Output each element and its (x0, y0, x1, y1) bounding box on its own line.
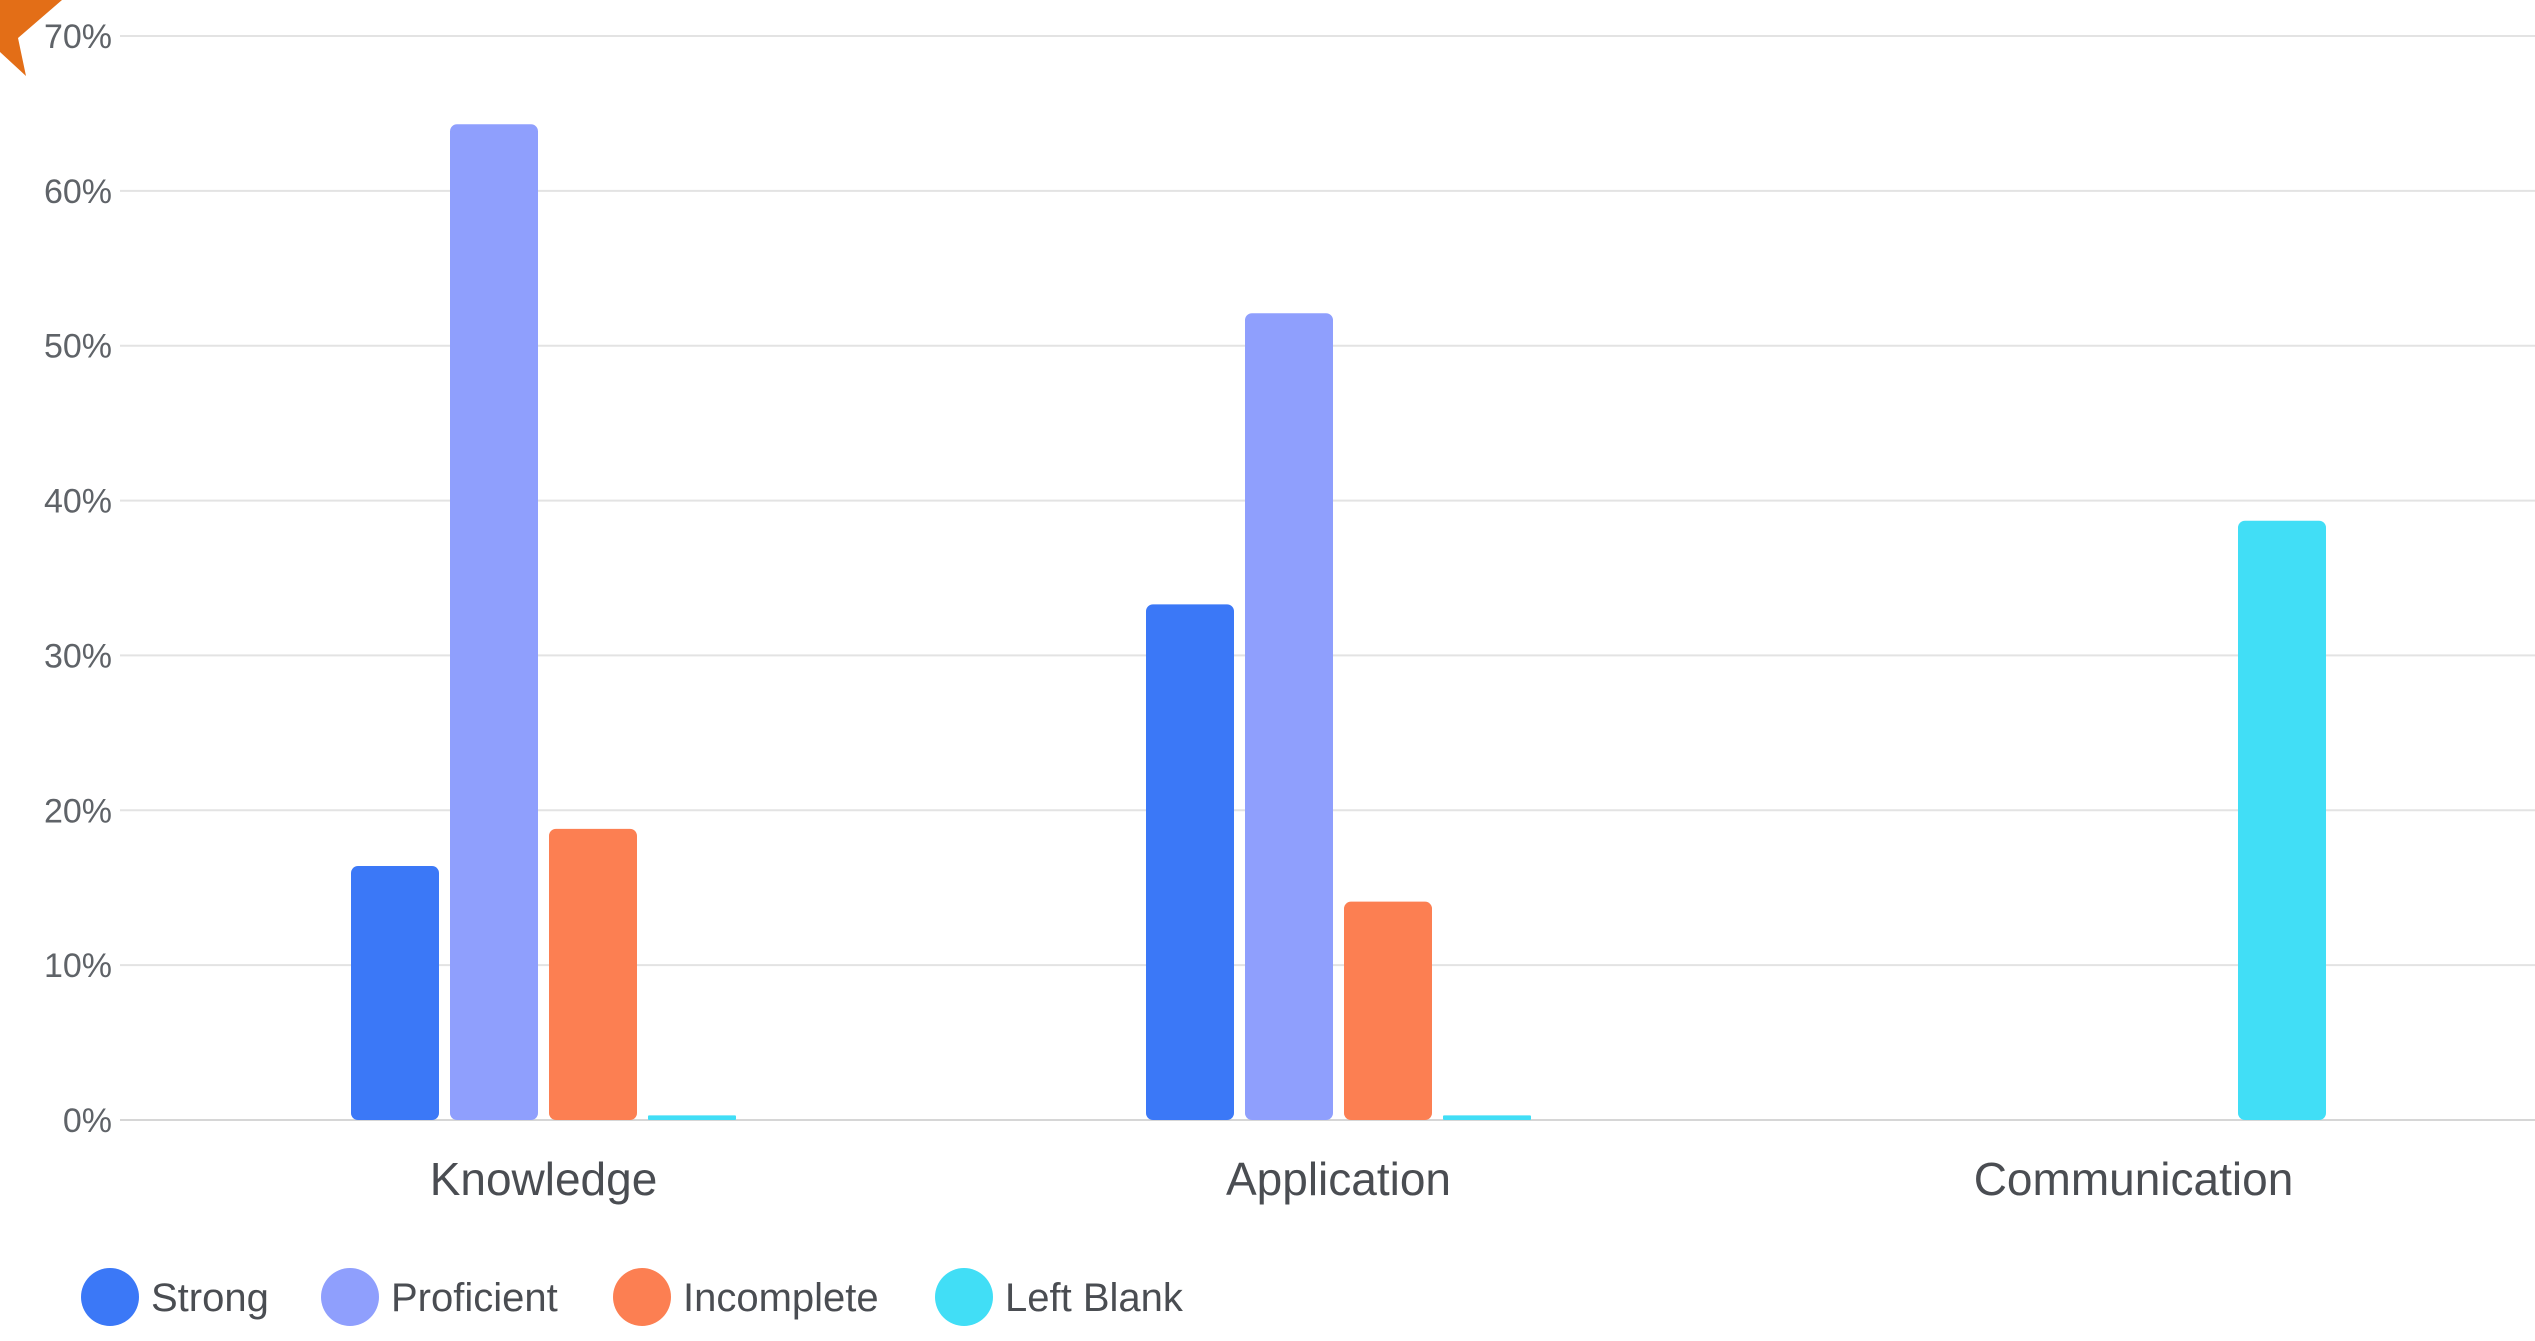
legend-label: Incomplete (683, 1276, 879, 1320)
y-tick-label: 10% (44, 947, 112, 985)
bar-application-strong (1146, 604, 1234, 1120)
legend-item-proficient[interactable]: Proficient (321, 1268, 558, 1326)
legend-swatch (321, 1268, 379, 1326)
y-tick-label: 70% (44, 18, 112, 56)
legend-label: Left Blank (1005, 1276, 1184, 1320)
y-tick-label: 40% (44, 483, 112, 521)
legend: Strong Proficient Incomplete Left Blank (81, 1268, 1184, 1326)
y-tick-label: 20% (44, 792, 112, 830)
legend-label: Proficient (391, 1276, 558, 1320)
legend-swatch (613, 1268, 671, 1326)
bars (351, 124, 2326, 1121)
bar-application-incomplete (1344, 901, 1432, 1120)
x-category-label: Application (1226, 1153, 1451, 1205)
legend-item-left-blank[interactable]: Left Blank (935, 1268, 1184, 1326)
bar-application-left-blank (1443, 1115, 1531, 1120)
y-tick-label: 60% (44, 173, 112, 211)
x-category-label: Communication (1974, 1153, 2294, 1205)
bar-knowledge-proficient (450, 124, 538, 1121)
legend-item-strong[interactable]: Strong (81, 1268, 269, 1326)
bar-knowledge-incomplete (549, 828, 637, 1120)
legend-swatch (81, 1268, 139, 1326)
y-tick-label: 0% (63, 1102, 112, 1140)
bar-knowledge-left-blank (648, 1115, 736, 1120)
y-tick-label: 50% (44, 328, 112, 366)
bar-communication-left-blank (2238, 520, 2326, 1120)
x-category-label: Knowledge (430, 1153, 658, 1205)
legend-label: Strong (151, 1276, 269, 1320)
y-axis-ticks: 0% 10% 20% 30% 40% 50% 60% 70% (44, 18, 112, 1140)
y-tick-label: 30% (44, 637, 112, 675)
x-axis-categories: Knowledge Application Communication (430, 1153, 2294, 1205)
legend-swatch (935, 1268, 993, 1326)
legend-item-incomplete[interactable]: Incomplete (613, 1268, 879, 1326)
bar-application-proficient (1245, 313, 1333, 1120)
bar-knowledge-strong (351, 866, 439, 1120)
corner-arrow-mark (0, 0, 62, 76)
